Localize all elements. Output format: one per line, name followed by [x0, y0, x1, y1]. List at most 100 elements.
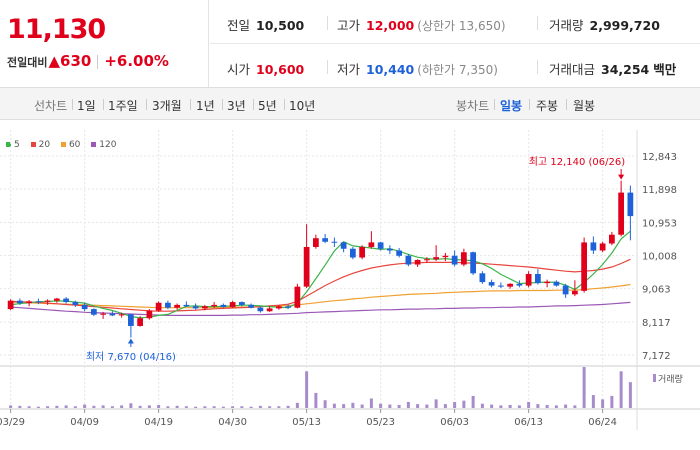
stat-prev-close: 전일 10,500	[227, 15, 304, 34]
candle-body	[35, 301, 42, 303]
volume-bar	[9, 405, 13, 408]
volume-bar	[434, 399, 438, 408]
y-tick-label: 11,898	[642, 185, 677, 196]
candle-body	[377, 242, 384, 249]
y-tick-label: 8,117	[642, 318, 671, 329]
candle-body	[433, 257, 439, 260]
divider	[327, 16, 328, 30]
period-3m-button[interactable]: 3개월	[152, 99, 182, 113]
candle-body	[220, 304, 227, 307]
candle-daily-button[interactable]: 일봉	[500, 99, 523, 113]
volume-bar	[369, 398, 373, 408]
volume-bar	[120, 405, 124, 408]
volume-bar	[554, 405, 558, 408]
divider	[537, 60, 538, 74]
x-tick-label: 04/30	[218, 417, 247, 428]
candle-body	[414, 259, 421, 265]
period-1y-button[interactable]: 1년	[196, 99, 215, 113]
period-3y-button[interactable]: 3년	[227, 99, 246, 113]
volume-bar	[628, 382, 632, 408]
candle-body	[368, 242, 375, 247]
period-1d-button[interactable]: 1일	[77, 99, 96, 113]
candle-body	[202, 306, 208, 309]
candle-weekly-button[interactable]: 주봉	[536, 99, 559, 113]
legend-swatch	[30, 142, 36, 147]
candle-body	[405, 255, 412, 265]
ma60-line	[10, 283, 631, 309]
prev-close-value: 10,500	[256, 18, 305, 33]
volume-bar	[453, 401, 457, 408]
volume-bar	[406, 401, 410, 408]
stats-row-divider	[210, 43, 700, 44]
y-tick-label: 10,008	[642, 252, 677, 263]
period-1w-button[interactable]: 1주일	[108, 99, 138, 113]
candle-body	[137, 318, 143, 326]
candle-body	[572, 290, 578, 295]
line-chart-label: 선차트	[34, 99, 68, 113]
volume-bar	[490, 404, 494, 408]
high-arrow-icon	[618, 174, 625, 180]
divider	[190, 99, 191, 110]
period-10y-button[interactable]: 10년	[289, 99, 316, 113]
candle-body	[118, 314, 125, 316]
candle-body	[248, 304, 254, 308]
volume-legend-swatch	[653, 374, 656, 382]
volume-bar	[73, 406, 77, 408]
volume-bar	[480, 403, 484, 408]
change-row: 전일대비▲630 +6.00%	[7, 52, 169, 70]
candle-body	[516, 283, 523, 286]
low-arrow-icon	[127, 338, 134, 344]
divider	[253, 99, 254, 110]
volume-bar	[471, 395, 475, 408]
amount-label: 거래대금	[549, 62, 596, 77]
volume-bar	[55, 405, 59, 408]
volume-bar	[18, 405, 22, 408]
candle-body	[599, 243, 606, 251]
candle-body	[7, 300, 14, 310]
volume-bar	[351, 402, 355, 408]
volume-bar	[517, 405, 521, 408]
candle-body	[350, 248, 356, 258]
y-tick-label: 12,843	[642, 152, 677, 163]
stat-low: 저가 10,440 (하한가 7,350)	[337, 59, 498, 78]
stats-panel: 전일 10,500 고가 12,000 (상한가 13,650) 거래량 2,999,7…	[210, 0, 700, 87]
x-tick-label: 03/29	[0, 417, 25, 428]
candle-body	[525, 274, 532, 286]
candle-body	[387, 248, 393, 251]
candle-body	[340, 242, 347, 249]
candle-body	[81, 304, 88, 310]
volume-bar	[462, 400, 466, 408]
volume-bar	[582, 367, 586, 408]
x-tick-label: 06/03	[440, 417, 469, 428]
candle-body	[100, 313, 106, 315]
low-label: 저가	[337, 62, 361, 77]
volume-bar	[147, 405, 151, 408]
candle-body	[192, 306, 199, 309]
candle-monthly-button[interactable]: 월봉	[573, 99, 596, 113]
open-label: 시가	[227, 62, 251, 77]
divider	[566, 99, 567, 110]
volume-bar	[601, 399, 605, 408]
volume-bar	[83, 404, 87, 408]
volume-bar	[157, 404, 161, 408]
candle-body	[276, 306, 282, 309]
divider	[529, 99, 530, 110]
chart-toolbar: 선차트 1일 1주일 3개월 1년 3년 5년 10년 봉차트 일봉 주봉 월봉	[0, 87, 700, 120]
candle-body	[544, 281, 550, 284]
divider	[103, 99, 104, 110]
candle-body	[618, 192, 624, 235]
change-percent: +6.00%	[104, 52, 169, 70]
divider	[146, 99, 147, 110]
period-5y-button[interactable]: 5년	[258, 99, 277, 113]
volume-bar	[573, 405, 577, 408]
volume-bar	[166, 406, 170, 408]
x-tick-label: 04/19	[144, 417, 173, 428]
x-tick-label: 06/24	[588, 417, 617, 428]
volume-bar	[314, 392, 318, 408]
divider	[284, 99, 285, 110]
volume-bar	[305, 371, 309, 408]
legend-label: 5	[14, 140, 20, 150]
volume-bar	[231, 406, 235, 408]
